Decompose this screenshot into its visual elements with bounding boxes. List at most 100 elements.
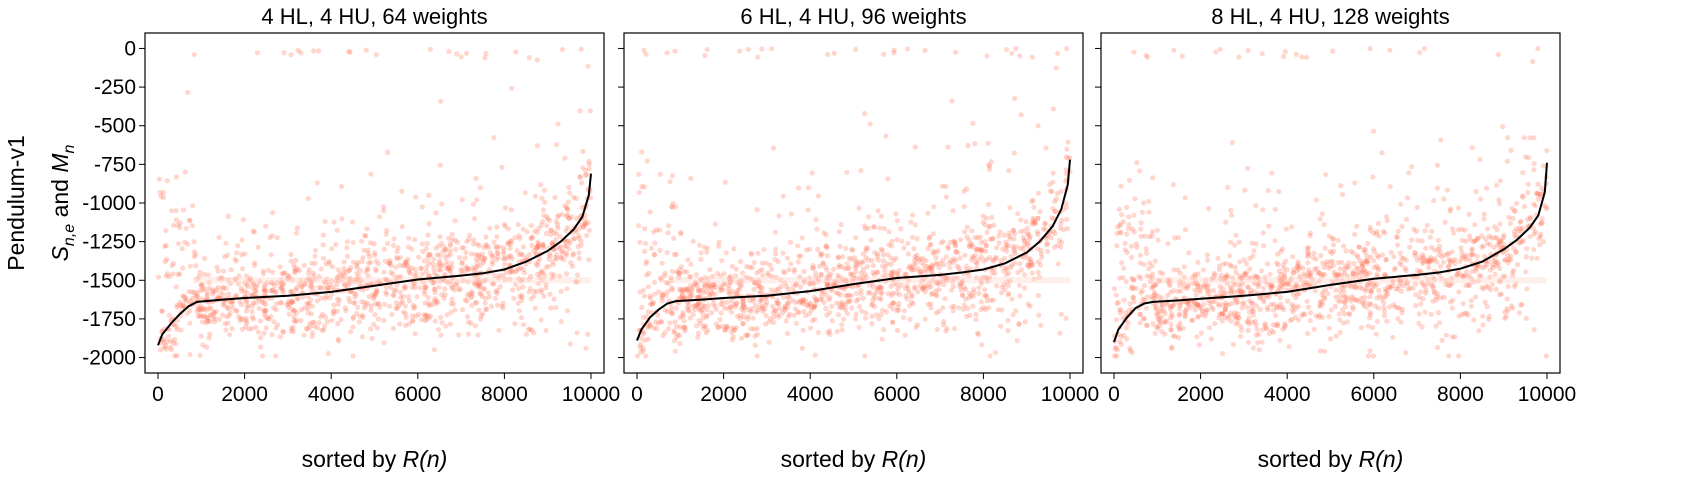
scatter-point bbox=[586, 257, 592, 263]
scatter-point bbox=[807, 281, 813, 287]
scatter-point bbox=[278, 280, 284, 286]
scatter-point bbox=[658, 277, 664, 283]
scatter-point bbox=[1407, 244, 1413, 250]
scatter-point bbox=[320, 242, 326, 248]
scatter-point bbox=[863, 315, 869, 321]
scatter-point bbox=[541, 293, 547, 299]
scatter-point bbox=[440, 248, 446, 254]
scatter-point bbox=[469, 290, 475, 296]
scatter-point bbox=[704, 288, 710, 294]
scatter-point bbox=[949, 260, 955, 266]
scatter-point bbox=[1235, 288, 1241, 294]
scatter-point bbox=[477, 281, 483, 287]
scatter-point bbox=[1194, 282, 1201, 288]
scatter-point bbox=[675, 269, 681, 276]
scatter-point bbox=[277, 334, 284, 340]
scatter-point bbox=[516, 266, 522, 272]
scatter-point bbox=[1341, 267, 1348, 273]
scatter-point bbox=[271, 305, 277, 311]
scatter-point bbox=[940, 305, 946, 311]
scatter-point bbox=[1534, 255, 1540, 261]
scatter-point bbox=[1229, 300, 1235, 307]
scatter-point bbox=[351, 279, 357, 285]
scatter-point bbox=[1049, 215, 1055, 221]
scatter-point bbox=[834, 279, 840, 285]
scatter-point bbox=[369, 335, 375, 342]
scatter-point bbox=[1132, 196, 1138, 202]
scatter-point bbox=[333, 241, 339, 248]
scatter-point bbox=[1055, 261, 1061, 267]
scatter-point bbox=[1045, 248, 1051, 254]
scatter-point bbox=[457, 255, 463, 261]
scatter-point bbox=[1373, 282, 1380, 288]
scatter-point bbox=[212, 289, 218, 295]
scatter-point bbox=[582, 221, 588, 227]
scatter-point bbox=[1194, 334, 1200, 340]
scatter-point bbox=[661, 273, 668, 279]
scatter-point bbox=[562, 155, 568, 161]
scatter-point bbox=[546, 256, 552, 262]
scatter-point bbox=[998, 323, 1004, 329]
scatter-point bbox=[197, 303, 204, 309]
scatter-point bbox=[687, 315, 693, 321]
scatter-point bbox=[476, 253, 482, 259]
scatter-point bbox=[553, 231, 560, 237]
scatter-point bbox=[1438, 137, 1444, 143]
scatter-point bbox=[447, 268, 453, 274]
scatter-point bbox=[220, 285, 226, 291]
scatter-point bbox=[1497, 278, 1503, 284]
scatter-point bbox=[233, 292, 239, 299]
scatter-point bbox=[239, 326, 245, 332]
scatter-point bbox=[472, 265, 479, 271]
scatter-point bbox=[984, 53, 990, 59]
scatter-point bbox=[227, 310, 233, 316]
scatter-point bbox=[826, 309, 833, 316]
scatter-point bbox=[1227, 289, 1234, 296]
scatter-point bbox=[1418, 301, 1424, 307]
scatter-point bbox=[1511, 267, 1517, 273]
scatter-point bbox=[756, 279, 762, 285]
scatter-point bbox=[824, 267, 830, 273]
scatter-point bbox=[740, 321, 746, 327]
scatter-point bbox=[881, 327, 887, 333]
scatter-point bbox=[459, 260, 465, 267]
scatter-point bbox=[971, 289, 977, 295]
scatter-point bbox=[1150, 271, 1156, 277]
scatter-point bbox=[220, 301, 226, 307]
scatter-point bbox=[294, 317, 300, 324]
scatter-point bbox=[1138, 233, 1144, 239]
scatter-point bbox=[722, 327, 728, 333]
scatter-point bbox=[280, 287, 286, 294]
scatter-point bbox=[1195, 302, 1201, 308]
scatter-point bbox=[999, 307, 1005, 313]
scatter-point bbox=[1199, 306, 1205, 312]
scatter-point bbox=[1308, 270, 1315, 276]
scatter-point bbox=[1192, 273, 1198, 280]
scatter-point bbox=[269, 280, 275, 286]
scatter-point bbox=[409, 284, 415, 290]
scatter-point bbox=[1177, 302, 1183, 308]
scatter-point bbox=[748, 326, 754, 332]
scatter-point bbox=[350, 315, 356, 322]
scatter-point bbox=[582, 172, 589, 178]
scatter-point bbox=[970, 293, 977, 299]
scatter-point bbox=[268, 314, 274, 320]
scatter-point bbox=[229, 326, 235, 332]
ylabel-and: and bbox=[47, 173, 73, 224]
scatter-point bbox=[209, 291, 215, 297]
scatter-point bbox=[634, 353, 641, 359]
scatter-point bbox=[871, 272, 877, 278]
scatter-point bbox=[640, 331, 646, 337]
scatter-point bbox=[159, 308, 165, 314]
scatter-point bbox=[972, 141, 978, 147]
scatter-point bbox=[1204, 257, 1211, 263]
scatter-point bbox=[563, 250, 569, 256]
scatter-point bbox=[356, 319, 362, 325]
plot-frame bbox=[1100, 32, 1561, 374]
scatter-point bbox=[331, 302, 337, 308]
scatter-point bbox=[1326, 233, 1332, 239]
scatter-point bbox=[1492, 271, 1498, 277]
scatter-point bbox=[1018, 112, 1024, 118]
scatter-point bbox=[483, 306, 489, 312]
scatter-point bbox=[1303, 279, 1309, 285]
